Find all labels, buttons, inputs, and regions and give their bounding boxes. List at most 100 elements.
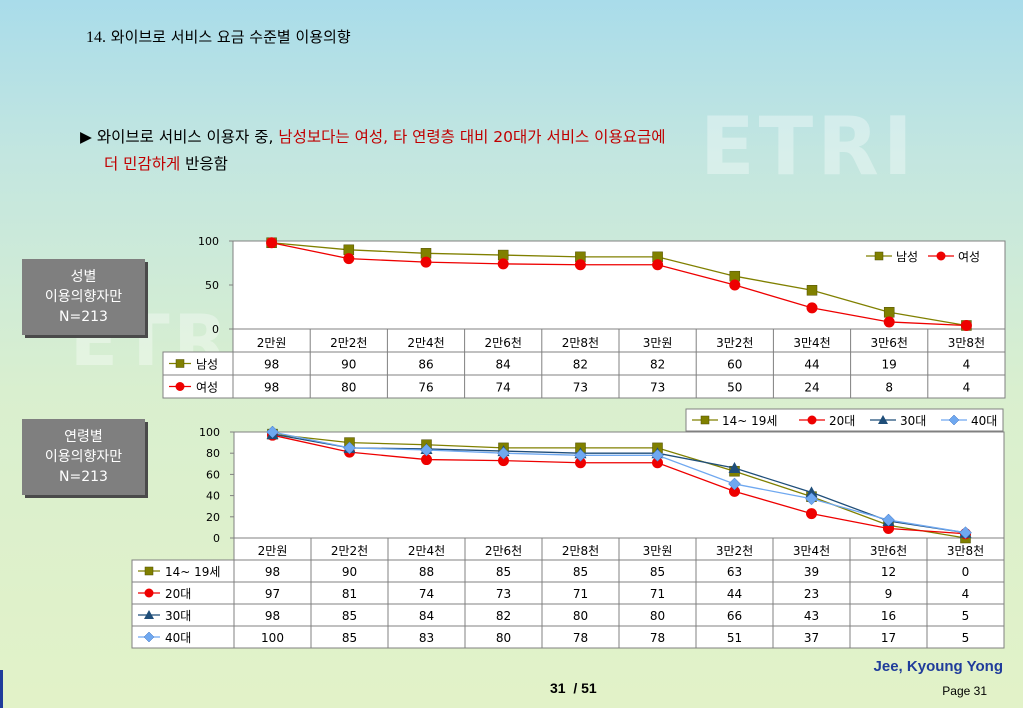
y-tick-label: 80 xyxy=(206,447,220,460)
data-point xyxy=(343,253,355,265)
legend-marker xyxy=(948,414,960,426)
x-category-label: 3만6천 xyxy=(870,543,907,558)
data-point xyxy=(728,462,741,474)
table-value-cell: 66 xyxy=(727,609,742,623)
table-series-name: 여성 xyxy=(196,381,218,395)
table-legend-marker xyxy=(175,382,185,391)
table-value-cell: 16 xyxy=(881,609,896,623)
legend-label: 여성 xyxy=(958,250,980,264)
data-point xyxy=(805,486,818,498)
table-value-cell: 23 xyxy=(804,587,819,601)
table-value-cell: 63 xyxy=(727,565,742,579)
data-point xyxy=(729,485,740,497)
table-value-cell: 9 xyxy=(885,587,893,601)
table-value-cell: 85 xyxy=(650,565,665,579)
y-tick-label: 100 xyxy=(198,235,219,248)
data-point xyxy=(420,256,432,268)
table-value-cell: 80 xyxy=(573,609,588,623)
table-series-name: 30대 xyxy=(165,609,191,623)
page-counter: 31 / 51 xyxy=(550,680,597,696)
data-point xyxy=(806,508,817,520)
data-point xyxy=(883,307,895,318)
y-tick-label: 40 xyxy=(206,490,220,503)
table-legend-marker xyxy=(143,631,155,643)
table-value-cell: 98 xyxy=(264,358,279,372)
bullet-text-red: 남성보다는 여성, 타 연령층 대비 20대가 서비스 이용요금에 xyxy=(278,128,666,146)
data-point xyxy=(651,448,664,462)
table-value-cell: 17 xyxy=(881,631,896,645)
title-number: 14. xyxy=(86,29,106,46)
table-value-cell: 98 xyxy=(265,609,280,623)
age-label-box: 연령별 이용의향자만 N=213 xyxy=(22,419,145,495)
x-category-label: 2만6천 xyxy=(485,335,522,350)
legend-marker xyxy=(936,251,946,261)
data-point xyxy=(806,285,818,296)
table-series-name: 20대 xyxy=(165,587,191,601)
page-title: 14. 와이브로 서비스 요금 수준별 이용의향 xyxy=(86,26,351,47)
box-line: N=213 xyxy=(59,309,108,325)
data-point xyxy=(421,454,432,466)
data-point xyxy=(729,279,741,291)
x-category-label: 3만2천 xyxy=(716,335,753,350)
legend-marker xyxy=(807,415,817,425)
table-value-cell: 100 xyxy=(261,631,284,645)
table-value-cell: 82 xyxy=(573,358,588,372)
table-value-cell: 85 xyxy=(496,565,511,579)
x-category-label: 2만8천 xyxy=(562,543,599,558)
page-label: Page 31 xyxy=(942,684,987,698)
footer-accent-bar xyxy=(0,670,3,708)
table-value-cell: 44 xyxy=(727,587,742,601)
data-point xyxy=(497,258,509,270)
y-tick-label: 100 xyxy=(199,426,220,439)
data-point xyxy=(266,425,279,439)
table-value-cell: 76 xyxy=(418,381,433,395)
table-value-cell: 73 xyxy=(496,587,511,601)
x-category-label: 3만6천 xyxy=(871,335,908,350)
table-value-cell: 4 xyxy=(962,587,970,601)
bullet-arrow-icon: ▶ xyxy=(80,128,92,146)
legend-marker xyxy=(878,415,888,424)
x-category-label: 2만4천 xyxy=(407,335,444,350)
table-legend-marker xyxy=(144,566,154,576)
table-value-cell: 4 xyxy=(963,381,971,395)
table-value-cell: 82 xyxy=(650,358,665,372)
table-value-cell: 88 xyxy=(419,565,434,579)
data-point xyxy=(960,319,972,331)
table-value-cell: 81 xyxy=(342,587,357,601)
table-value-cell: 19 xyxy=(882,358,897,372)
series-line xyxy=(272,433,966,539)
data-point xyxy=(574,448,587,462)
table-value-cell: 24 xyxy=(804,381,819,395)
table-value-cell: 43 xyxy=(804,609,819,623)
box-line: 연령별 xyxy=(64,429,103,445)
table-value-cell: 82 xyxy=(496,609,511,623)
table-value-cell: 80 xyxy=(341,381,356,395)
x-category-label: 3만원 xyxy=(643,336,673,350)
table-value-cell: 4 xyxy=(963,358,971,372)
bullet-text-black-2: 반응함 xyxy=(180,155,228,173)
table-value-cell: 39 xyxy=(804,565,819,579)
data-point xyxy=(806,302,818,314)
table-value-cell: 73 xyxy=(573,381,588,395)
bullet-text-black: 와이브로 서비스 이용자 중, xyxy=(91,128,279,146)
series-line xyxy=(271,242,967,327)
data-point xyxy=(652,259,664,271)
author-name: Jee, Kyoung Yong xyxy=(873,658,1003,675)
table-legend-marker xyxy=(175,359,185,368)
table-legend-marker xyxy=(144,588,154,598)
series-line xyxy=(272,434,966,535)
legend-label: 40대 xyxy=(971,414,997,428)
legend-label: 14~ 19세 xyxy=(722,414,777,428)
data-point xyxy=(497,446,510,460)
table-value-cell: 78 xyxy=(573,631,588,645)
table-value-cell: 50 xyxy=(727,381,742,395)
table-value-cell: 0 xyxy=(962,565,970,579)
page-number: 31 xyxy=(550,680,566,696)
y-tick-label: 0 xyxy=(212,323,219,336)
table-series-name: 40대 xyxy=(165,631,191,645)
x-category-label: 3만8천 xyxy=(948,335,985,350)
table-value-cell: 44 xyxy=(804,358,819,372)
x-category-label: 2만원 xyxy=(257,336,287,350)
legend-marker xyxy=(874,251,884,261)
